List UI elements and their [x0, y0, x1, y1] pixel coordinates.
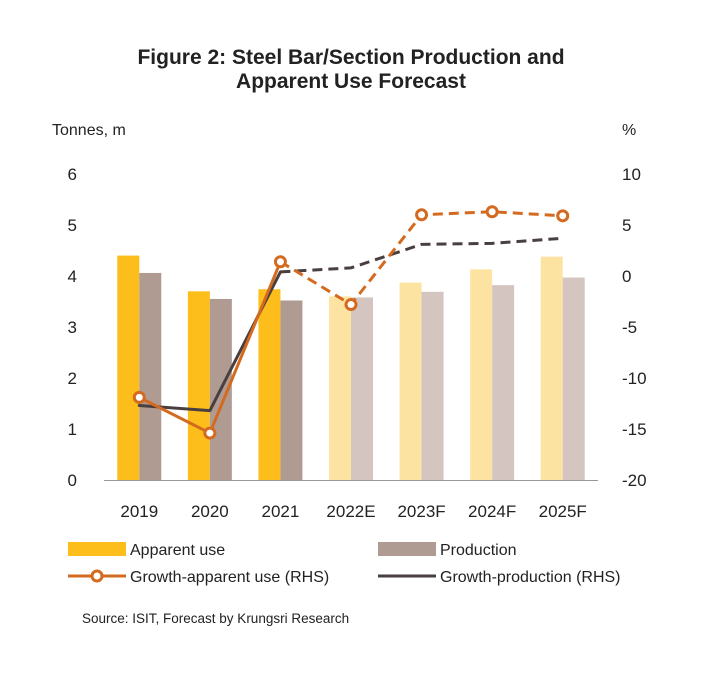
point-growth-apparent-use-rhs-2023f [415, 208, 429, 222]
x-tick-label: 2022E [326, 502, 375, 521]
legend-label-apparent-use: Apparent use [130, 542, 225, 559]
bar-apparent-use-2020 [187, 291, 210, 480]
legend-label-growth-production: Growth-production (RHS) [440, 569, 621, 586]
point-growth-apparent-use-rhs-2022e [344, 298, 358, 312]
legend-label-growth-apparent-use: Growth-apparent use (RHS) [130, 569, 329, 586]
left-tick-label: 3 [68, 318, 77, 337]
right-tick-label: 0 [622, 267, 631, 286]
legend-marker-growth-apparent-use [90, 569, 104, 583]
x-tick-label: 2021 [262, 502, 300, 521]
bar-apparent-use-2022e [329, 296, 351, 480]
left-tick-label: 4 [68, 267, 77, 286]
right-tick-label: 5 [622, 216, 631, 235]
legend-swatch-apparent-use [68, 542, 126, 556]
bar-apparent-use-2023f [399, 282, 422, 480]
point-growth-apparent-use-rhs-2024f [485, 205, 499, 219]
legend-swatch-production [378, 542, 436, 556]
chart-title-line-1: Figure 2: Steel Bar/Section Production a… [137, 46, 565, 69]
left-tick-label: 2 [68, 369, 77, 388]
x-tick-label: 2020 [191, 502, 229, 521]
left-axis-unit: Tonnes, m [52, 122, 126, 139]
point-growth-apparent-use-rhs-2021 [273, 255, 287, 269]
x-tick-label: 2023F [397, 502, 445, 521]
right-axis-unit: % [622, 122, 637, 139]
bar-production-2022e [351, 297, 373, 480]
right-tick-label: -5 [622, 318, 637, 337]
left-tick-label: 6 [68, 165, 77, 184]
bar-production-2024f [492, 285, 515, 480]
bar-production-2023f [421, 291, 444, 480]
right-tick-label: -20 [622, 471, 647, 490]
bar-production-2021 [280, 300, 303, 480]
bar-production-2019 [139, 272, 162, 480]
bar-apparent-use-2021 [258, 289, 281, 480]
point-growth-apparent-use-rhs-2020 [203, 426, 217, 440]
legend-label-production: Production [440, 542, 517, 559]
bar-apparent-use-2019 [117, 255, 140, 480]
left-tick-label: 1 [68, 420, 77, 439]
chart-title-line-2: Apparent Use Forecast [236, 70, 466, 93]
left-tick-label: 0 [68, 471, 77, 490]
left-tick-label: 5 [68, 216, 77, 235]
right-tick-label: -15 [622, 420, 647, 439]
source-note: Source: ISIT, Forecast by Krungsri Resea… [82, 611, 350, 626]
x-tick-label: 2025F [539, 502, 587, 521]
bar-production-2025f [562, 277, 585, 480]
chart-title: Figure 2: Steel Bar/Section Production a… [0, 46, 702, 94]
bar-apparent-use-2024f [470, 269, 493, 480]
bar-apparent-use-2025f [540, 256, 563, 480]
x-tick-label: 2019 [120, 502, 158, 521]
right-tick-label: 10 [622, 165, 641, 184]
line-growth-production-rhs-forecast [280, 236, 563, 274]
point-growth-apparent-use-rhs-2019 [132, 390, 146, 404]
x-tick-label: 2024F [468, 502, 516, 521]
point-growth-apparent-use-rhs-2025f [556, 209, 570, 223]
right-tick-label: -10 [622, 369, 647, 388]
